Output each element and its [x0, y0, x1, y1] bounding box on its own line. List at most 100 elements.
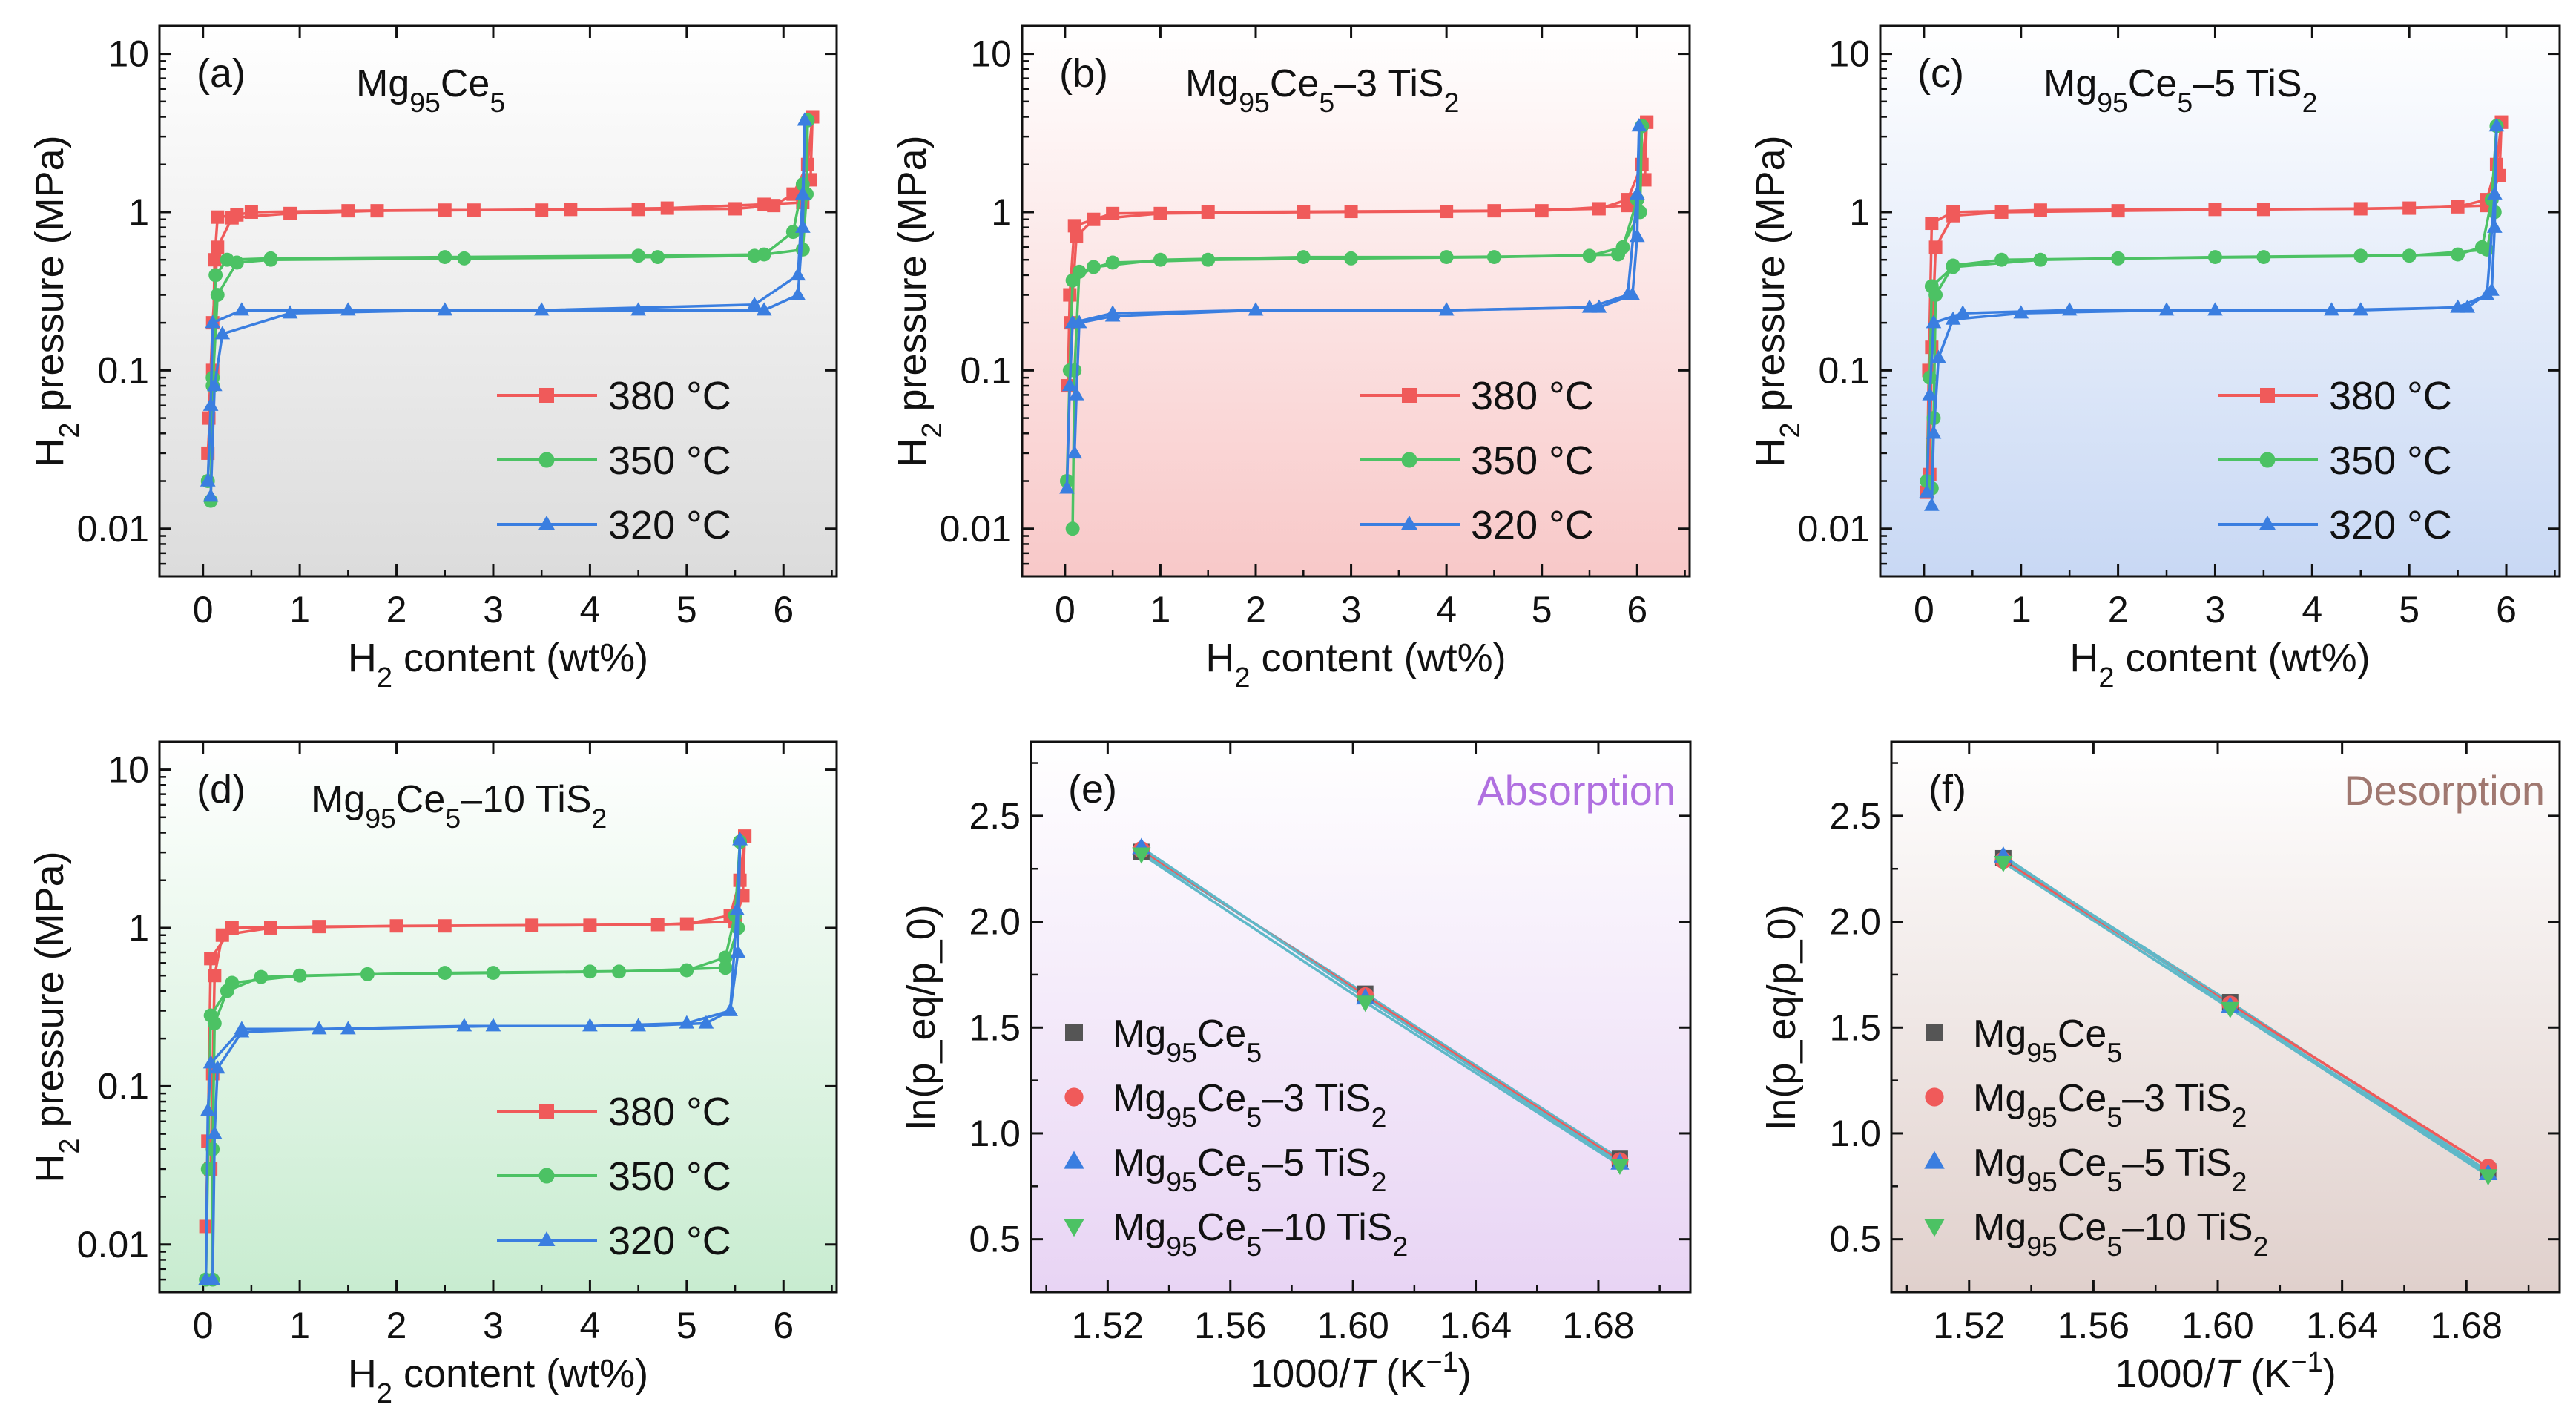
x-tick-label: 3	[483, 589, 504, 631]
series-2-desorption-point	[2324, 302, 2339, 316]
x-tick-label: 3	[1341, 589, 1362, 631]
y-tick-label: 1	[128, 907, 149, 949]
series-0-desorption-point	[1946, 208, 1960, 223]
series-2-desorption-point	[1624, 286, 1641, 300]
series-1-desorption-point	[457, 251, 472, 266]
series-0-desorption-point	[208, 969, 222, 983]
series-2-desorption-point	[679, 1015, 695, 1029]
y-axis-label: H2 pressure (MPa)	[1748, 135, 1806, 467]
y-tick-label: 10	[108, 33, 149, 75]
y-tick-label: 0.01	[77, 1224, 149, 1265]
y-tick-label: 0.1	[960, 349, 1012, 391]
series-2-desorption-point	[437, 302, 453, 316]
series-2-desorption-point	[1104, 308, 1121, 322]
series-2-absorption-point	[200, 1102, 216, 1116]
series-1-absorption-point	[438, 250, 452, 265]
series-3-point	[1356, 995, 1375, 1013]
x-tick-label: 5	[676, 1305, 697, 1346]
series-1-desorption-point	[205, 1142, 220, 1156]
plot-frame	[1879, 24, 2561, 578]
series-1-desorption-point	[650, 250, 665, 265]
series-0-absorption-point	[204, 952, 218, 966]
series-0-desorption-point	[525, 918, 539, 932]
legend-label: Mg95Ce5–3 TiS2	[1973, 1077, 2247, 1133]
panel-b: 0 1 2 3 4 5 6 0.01 0.1 1 10 H2 content (wt%) H2 pres…	[890, 24, 1691, 694]
series-1-desorption-point	[1201, 252, 1216, 267]
series-0-desorption-point	[1994, 205, 2009, 219]
y-tick-label: 0.1	[97, 1065, 149, 1107]
x-tick-label: 1	[1150, 589, 1171, 631]
plot-background	[159, 742, 837, 1292]
x-tick-label: 3	[483, 1305, 504, 1346]
series-1-desorption-point	[229, 255, 244, 270]
x-tick-label: 0	[193, 589, 214, 631]
legend-label: 350 °C	[608, 438, 731, 483]
series-2-desorption-point	[282, 305, 298, 319]
y-tick-label: 1	[128, 191, 149, 233]
x-tick-label: 4	[2302, 589, 2322, 631]
x-tick-label: 0	[1055, 589, 1075, 631]
series-1-desorption-point	[210, 288, 225, 303]
legend-label: Mg95Ce5–10 TiS2	[1113, 1206, 1408, 1262]
plot-background	[1022, 26, 1690, 576]
x-axis-label: 1000/T (K−1)	[1250, 1347, 1471, 1396]
series-2-desorption-point	[1248, 302, 1264, 316]
series-1-absorption-point	[1153, 252, 1167, 267]
series-2-desorption-point	[202, 488, 219, 502]
y-tick-label: 1	[1849, 191, 1870, 233]
y-tick-label: 1.5	[969, 1007, 1021, 1048]
x-tick-label: 1.64	[2306, 1305, 2378, 1346]
series-1-desorption-point	[254, 969, 269, 984]
legend-label: 380 °C	[608, 1090, 731, 1134]
x-tick-label: 1	[289, 1305, 310, 1346]
series-0-desorption-point	[215, 928, 229, 942]
series-2-absorption-point	[1922, 386, 1938, 401]
series-3-point	[1132, 847, 1151, 864]
series-2-absorption-point	[1919, 484, 1935, 498]
y-tick-label: 0.01	[1798, 508, 1870, 550]
series-1-absorption-point	[1296, 250, 1311, 265]
x-tick-label: 5	[676, 589, 697, 631]
series-2-absorption-point	[2207, 302, 2223, 316]
y-tick-label: 0.5	[969, 1219, 1021, 1260]
x-tick-label: 2	[1245, 589, 1266, 631]
series-2-desorption-point	[582, 1018, 598, 1032]
y-tick-label: 1.5	[1829, 1007, 1881, 1048]
series-0-absorption-point	[1592, 202, 1606, 216]
series-0-absorption-point	[1925, 217, 1939, 231]
series-2-absorption-point	[1954, 305, 1971, 319]
series-2-desorption-point	[1631, 118, 1647, 132]
series-0-desorption-point	[2111, 204, 2125, 218]
series-3-point	[1610, 1158, 1630, 1175]
legend-label: 350 °C	[2329, 438, 2452, 483]
series-0-desorption-point	[389, 919, 403, 933]
series-2-desorption-point	[205, 1271, 221, 1285]
series-1-desorption-point	[718, 961, 733, 975]
x-tick-label: 6	[1627, 589, 1647, 631]
series-1-desorption-point	[612, 964, 626, 979]
panel-title: Mg95Ce5–10 TiS2	[312, 778, 607, 834]
mode-label: Absorption	[1477, 767, 1676, 814]
legend-marker	[1926, 1024, 1943, 1041]
y-axis-label: ln(p_eq/p_0)	[899, 904, 943, 1129]
series-0-absorption-point	[2033, 203, 2047, 217]
series-0-desorption-point	[283, 206, 297, 220]
series-2-absorption-point	[1926, 315, 1942, 329]
y-tick-label: 0.1	[97, 349, 149, 391]
series-2-desorption-point	[795, 219, 811, 233]
legend-label: Mg95Ce5	[1973, 1013, 2122, 1068]
plot-background	[1031, 742, 1690, 1292]
series-1-desorption-point	[1072, 264, 1087, 279]
legend-marker	[1065, 1024, 1083, 1041]
series-1-desorption-point	[1344, 251, 1359, 266]
legend-marker	[539, 1104, 554, 1119]
legend-label: Mg95Ce5	[1113, 1013, 1262, 1068]
series-2-absorption-point	[790, 267, 806, 281]
legend-label: 380 °C	[2329, 374, 2452, 418]
series-2-desorption-point	[1945, 311, 1961, 325]
series-0-desorption-point	[2402, 201, 2417, 215]
legend-label: Mg95Ce5–5 TiS2	[1113, 1142, 1386, 1197]
series-0-desorption-point	[263, 921, 277, 935]
series-2-desorption-point	[456, 1018, 472, 1032]
y-tick-label: 10	[108, 749, 149, 791]
